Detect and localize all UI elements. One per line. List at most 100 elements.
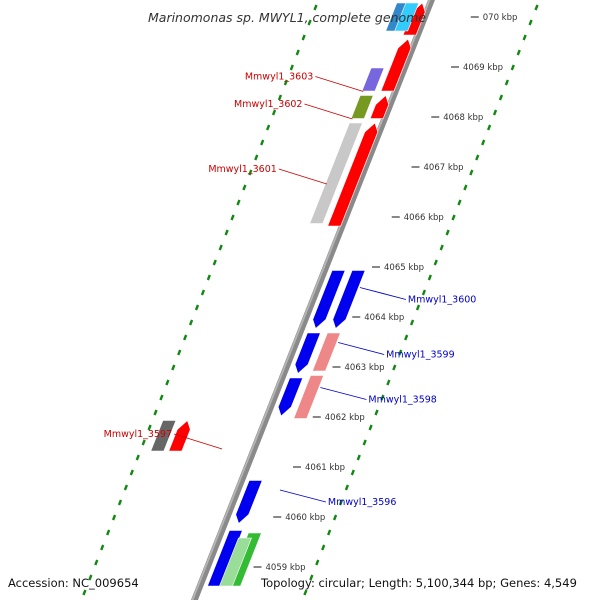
outer-ring-dash bbox=[321, 544, 326, 551]
outer-ring-dash bbox=[392, 364, 397, 371]
scale-tick-label: 4063 kbp bbox=[345, 363, 385, 373]
outer-ring-dash bbox=[427, 274, 432, 281]
gene-feature bbox=[150, 420, 177, 452]
inner-ring-dash bbox=[230, 214, 235, 221]
outer-ring-dash bbox=[481, 139, 486, 146]
inner-ring-dash bbox=[88, 574, 93, 581]
outer-ring-dash bbox=[510, 64, 515, 71]
outer-ring-dash bbox=[457, 199, 462, 206]
accession-text: Accession: NC_009654 bbox=[8, 576, 139, 590]
outer-ring-dash bbox=[451, 214, 456, 221]
outer-ring-dash bbox=[327, 529, 332, 536]
outer-ring-dash bbox=[303, 589, 308, 596]
inner-dotted-ring bbox=[82, 4, 318, 596]
inner-ring-dash bbox=[82, 589, 87, 596]
gene-feature bbox=[294, 332, 321, 375]
scale-tick-label: 4067 kbp bbox=[424, 163, 464, 173]
inner-ring-dash bbox=[165, 379, 170, 386]
gene-label-forward: Mmwyl1_3596 bbox=[328, 497, 396, 508]
inner-ring-dash bbox=[260, 139, 265, 146]
inner-ring-dash bbox=[106, 529, 111, 536]
inner-ring-dash bbox=[200, 289, 206, 296]
scale-tick-label: 4061 kbp bbox=[305, 463, 345, 473]
gene-label-forward: Mmwyl1_3599 bbox=[386, 350, 454, 361]
inner-ring-dash bbox=[147, 424, 152, 431]
gene-feature bbox=[361, 67, 385, 92]
scale-tick-label: 4069 kbp bbox=[463, 63, 503, 73]
outer-ring-dash bbox=[516, 49, 521, 56]
outer-ring-dash bbox=[409, 319, 415, 326]
gene-label-reverse: Mmwyl1_3602 bbox=[234, 99, 302, 110]
inner-ring-dash bbox=[141, 439, 146, 446]
outer-ring-dash bbox=[492, 109, 498, 116]
inner-ring-dash bbox=[135, 454, 140, 461]
inner-ring-dash bbox=[224, 229, 229, 236]
outer-ring-dash bbox=[433, 259, 438, 266]
inner-ring-dash bbox=[111, 514, 117, 521]
inner-ring-dash bbox=[212, 259, 217, 266]
gene-label-forward: Mmwyl1_3600 bbox=[408, 295, 476, 306]
outer-ring-dash bbox=[469, 169, 474, 176]
label-leader bbox=[359, 287, 407, 300]
outer-ring-dash bbox=[498, 94, 504, 101]
outer-ring-dash bbox=[350, 469, 355, 476]
outer-ring-dash bbox=[463, 184, 468, 191]
inner-ring-dash bbox=[265, 124, 271, 131]
scale-ticks: 070 kbp 4069 kbp 4068 kbp 4067 kbp 4066 kbp 4… bbox=[253, 13, 518, 573]
gene-features bbox=[150, 2, 426, 587]
label-leader bbox=[315, 76, 364, 92]
inner-ring-dash bbox=[94, 559, 99, 566]
inner-ring-dash bbox=[159, 394, 164, 401]
outer-ring-dash bbox=[421, 289, 427, 296]
outer-ring-dash bbox=[368, 424, 373, 431]
inner-ring-dash bbox=[183, 334, 188, 341]
gene-feature bbox=[293, 375, 325, 419]
gene-label-reverse: Mmwyl1_3603 bbox=[245, 72, 313, 83]
gene-feature bbox=[369, 94, 390, 119]
outer-ring-dash bbox=[415, 304, 421, 311]
outer-ring-dash bbox=[534, 4, 539, 11]
backbone-band bbox=[190, 0, 435, 600]
inner-ring-dash bbox=[271, 109, 277, 116]
gene-feature bbox=[235, 480, 263, 525]
scale-tick-label: 4065 kbp bbox=[384, 263, 424, 273]
gene-feature bbox=[309, 122, 363, 224]
gene-feature bbox=[380, 38, 412, 92]
inner-ring-dash bbox=[301, 34, 306, 41]
label-leader bbox=[338, 342, 385, 355]
scale-tick-label: 4068 kbp bbox=[443, 113, 483, 123]
outer-ring-dash bbox=[338, 499, 344, 506]
outer-ring-dash bbox=[475, 154, 480, 161]
inner-ring-dash bbox=[100, 544, 105, 551]
inner-ring-dash bbox=[295, 49, 300, 56]
inner-ring-dash bbox=[206, 274, 211, 281]
inner-ring-dash bbox=[129, 469, 134, 476]
label-leader bbox=[278, 168, 327, 185]
outer-dotted-ring bbox=[303, 4, 539, 596]
gene-label-forward: Mmwyl1_3598 bbox=[368, 395, 436, 406]
scale-tick-label: 070 kbp bbox=[483, 13, 518, 23]
outer-ring-dash bbox=[344, 484, 350, 491]
outer-ring-dash bbox=[528, 19, 533, 26]
outer-ring-dash bbox=[445, 229, 450, 236]
gene-feature bbox=[327, 122, 379, 227]
gene-feature bbox=[219, 537, 252, 587]
inner-ring-dash bbox=[177, 349, 182, 356]
gene-feature bbox=[394, 2, 420, 32]
inner-ring-dash bbox=[307, 19, 312, 26]
inner-ring-dash bbox=[171, 364, 176, 371]
label-leader bbox=[279, 489, 327, 503]
gene-label-reverse: Mmwyl1_3597 bbox=[104, 429, 172, 440]
gene-feature bbox=[277, 377, 304, 417]
inner-ring-dash bbox=[254, 154, 259, 161]
label-leader bbox=[304, 103, 353, 120]
outer-ring-dash bbox=[398, 349, 403, 356]
outer-ring-dash bbox=[362, 439, 367, 446]
inner-ring-dash bbox=[188, 319, 194, 326]
inner-ring-dash bbox=[123, 484, 129, 491]
inner-ring-dash bbox=[313, 4, 318, 11]
gene-feature bbox=[350, 95, 374, 119]
inner-ring-dash bbox=[218, 244, 223, 251]
outer-ring-dash bbox=[356, 454, 361, 461]
